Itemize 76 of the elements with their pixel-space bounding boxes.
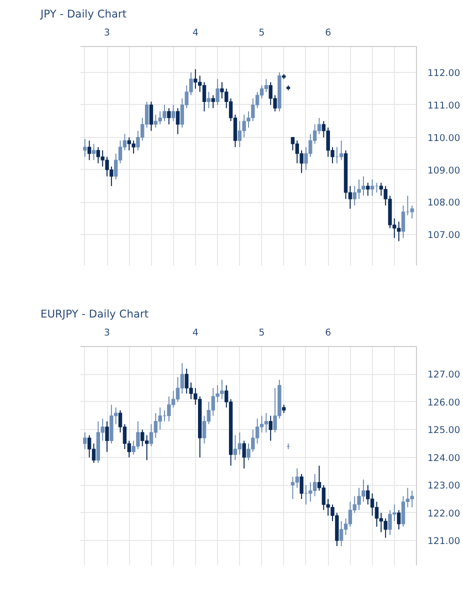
candlestick (167, 108, 171, 125)
candlestick (308, 482, 312, 502)
y-tick-label: 124.00 (428, 452, 460, 464)
candlestick (144, 434, 149, 461)
x-tick-label: 5 (258, 328, 265, 338)
candlestick (401, 204, 406, 238)
candlestick (149, 101, 154, 132)
candlestick (374, 501, 379, 528)
x-tick-label: 3 (104, 28, 110, 38)
candlestick (339, 140, 344, 161)
candlestick (202, 82, 206, 112)
y-tick-label: 125.00 (428, 425, 460, 436)
y-tick-label: 107.00 (428, 230, 460, 242)
y-tick-label: 112.00 (428, 68, 460, 79)
candlestick (384, 518, 388, 538)
candlestick (366, 182, 370, 196)
candlestick (87, 434, 92, 458)
candlestick (268, 415, 272, 442)
candlestick (339, 520, 344, 547)
y-tick-label: 111.00 (428, 100, 460, 112)
x-tick-label: 4 (192, 328, 198, 338)
candlestick (290, 136, 295, 151)
chart-title: JPY - Daily Chart (40, 8, 127, 20)
candlestick (366, 484, 370, 506)
candlestick (96, 146, 100, 164)
candlestick (370, 179, 374, 196)
candlestick (396, 221, 401, 242)
candlestick (370, 492, 374, 516)
candlestick (87, 140, 92, 161)
candlestick (171, 104, 176, 122)
candlestick (158, 406, 162, 430)
x-tick-label: 6 (325, 328, 332, 338)
candlestick (410, 490, 414, 508)
y-tick-label: 122.00 (428, 508, 460, 520)
candlestick (83, 138, 87, 158)
x-tick-label: 5 (258, 28, 265, 38)
y-tick-label: 127.00 (428, 370, 460, 381)
candlestick (176, 376, 180, 402)
candlestick (92, 143, 96, 161)
candlestick (290, 476, 295, 500)
candlestick (216, 78, 220, 106)
candlestick (374, 182, 379, 193)
candlestick (167, 396, 171, 422)
candlestick (132, 140, 136, 154)
candlestick (149, 424, 154, 447)
candlestick (211, 94, 215, 109)
candlestick (176, 108, 180, 135)
candlestick (194, 68, 198, 90)
candlestick (295, 468, 299, 488)
candlestick (348, 501, 352, 528)
candlestick (322, 484, 326, 511)
candlestick (206, 91, 211, 109)
candlestick (233, 434, 238, 461)
y-tick-label: 123.00 (428, 480, 460, 492)
candlestick (312, 474, 317, 497)
x-tick-label: 6 (325, 28, 332, 38)
candlestick (140, 429, 144, 447)
candlestick (242, 440, 246, 469)
candlestick (264, 412, 268, 433)
candlestick (396, 510, 401, 530)
y-tick-label: 121.00 (428, 536, 460, 548)
x-tick-label: 4 (192, 28, 198, 38)
candlestick (238, 120, 242, 148)
candlestick (105, 420, 109, 452)
candlestick (410, 204, 414, 219)
x-tick-label: 3 (104, 328, 110, 338)
chart-title: EURJPY - Daily Chart (40, 308, 149, 320)
candlestick (300, 474, 304, 500)
y-tick-label: 109.00 (428, 165, 460, 176)
candlestick (264, 78, 268, 92)
y-tick-label: 110.00 (428, 132, 460, 144)
candlestick (83, 432, 87, 450)
candlestick (238, 432, 242, 456)
candlestick (401, 496, 406, 528)
y-tick-label: 108.00 (428, 198, 460, 209)
y-tick-label: 126.00 (428, 397, 460, 408)
